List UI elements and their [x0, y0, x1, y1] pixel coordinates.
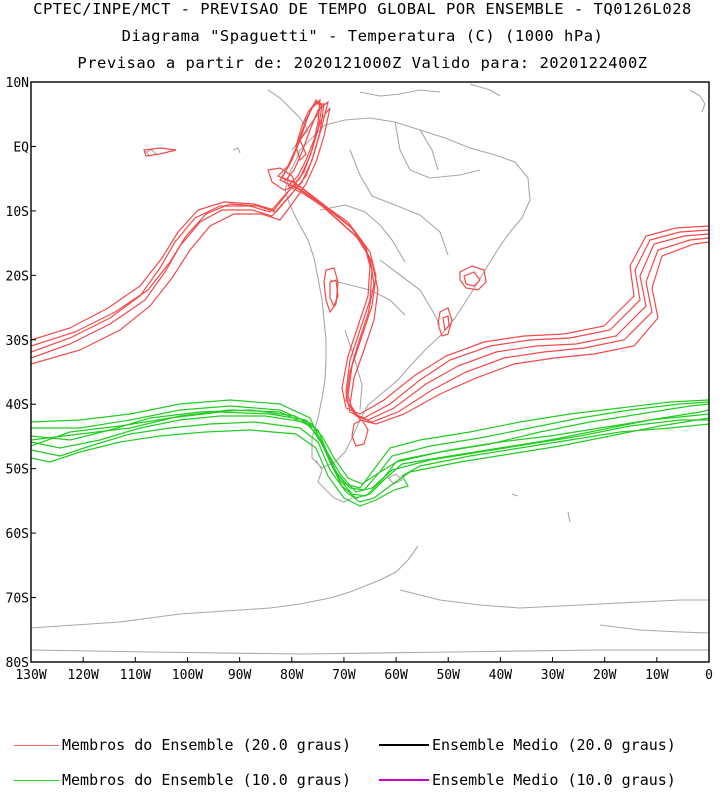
lon-tick-label: 30W: [541, 668, 565, 683]
lon-tick-label: 90W: [228, 668, 252, 683]
legend-label-mean-10c: Ensemble Medio (10.0 graus): [432, 771, 676, 789]
legend-swatch-member-10c: [14, 779, 59, 781]
legend-member-20c: Membros do Ensemble (20.0 graus): [14, 736, 351, 754]
legend-swatch-mean-20c: [379, 744, 429, 746]
lon-tick-label: 120W: [67, 668, 98, 683]
lon-tick-label: 50W: [436, 668, 460, 683]
lat-tick-label: 50S: [6, 463, 29, 478]
lat-tick-label: 10N: [6, 76, 29, 91]
lat-tick-label: 10S: [6, 205, 29, 220]
legend-label-member-20c: Membros do Ensemble (20.0 graus): [62, 736, 351, 754]
map-frame: [30, 81, 710, 663]
lat-tick-label: 30S: [6, 334, 29, 349]
chart-title-line-3: Previsao a partir de: 2020121000Z Valido…: [77, 54, 648, 72]
lat-tick-label: EQ: [13, 140, 29, 155]
latitude-axis: 10N EQ 10S 20S 30S 40S 50S 60S 70S 80S: [6, 76, 36, 671]
lat-tick-label: 20S: [6, 269, 29, 284]
legend-member-10c: Membros do Ensemble (10.0 graus): [14, 771, 351, 789]
longitude-axis: 130W 120W 110W 100W 90W 80W 70W 60W 50W 40W 30W 20W…: [15, 657, 713, 683]
ensemble-spaghetti-map: 10N EQ 10S 20S 30S 40S 50S 60S 70S 80S 130W 120W 11…: [6, 76, 713, 683]
member-10c-isolines: [31, 399, 709, 507]
chart-title-line-1: CPTEC/INPE/MCT - PREVISAO DE TEMPO GLOBA…: [33, 0, 692, 18]
legend-mean-20c: Ensemble Medio (20.0 graus): [379, 736, 676, 754]
lon-tick-label: 40W: [489, 668, 513, 683]
lat-tick-label: 60S: [6, 527, 29, 542]
lon-tick-label: 20W: [593, 668, 617, 683]
legend-swatch-member-20c: [14, 744, 59, 746]
coastlines: [31, 83, 709, 655]
lon-tick-label: 130W: [15, 668, 46, 683]
lat-tick-label: 80S: [6, 656, 29, 671]
chart-title-line-2: Diagrama "Spaguetti" - Temperatura (C) (…: [121, 27, 604, 45]
lon-tick-label: 80W: [280, 668, 304, 683]
lon-tick-label: 10W: [645, 668, 669, 683]
lat-tick-label: 40S: [6, 398, 29, 413]
lon-tick-label: 110W: [120, 668, 151, 683]
legend-mean-10c: Ensemble Medio (10.0 graus): [379, 771, 676, 789]
lon-tick-label: 100W: [172, 668, 203, 683]
legend-label-mean-20c: Ensemble Medio (20.0 graus): [432, 736, 676, 754]
lon-tick-label: 60W: [384, 668, 408, 683]
lon-tick-label: 70W: [332, 668, 356, 683]
lon-tick-label: 0: [705, 668, 713, 683]
legend-swatch-mean-10c: [379, 779, 429, 781]
member-20c-isolines: [31, 98, 709, 447]
lat-tick-label: 70S: [6, 592, 29, 607]
legend-label-member-10c: Membros do Ensemble (10.0 graus): [62, 771, 351, 789]
